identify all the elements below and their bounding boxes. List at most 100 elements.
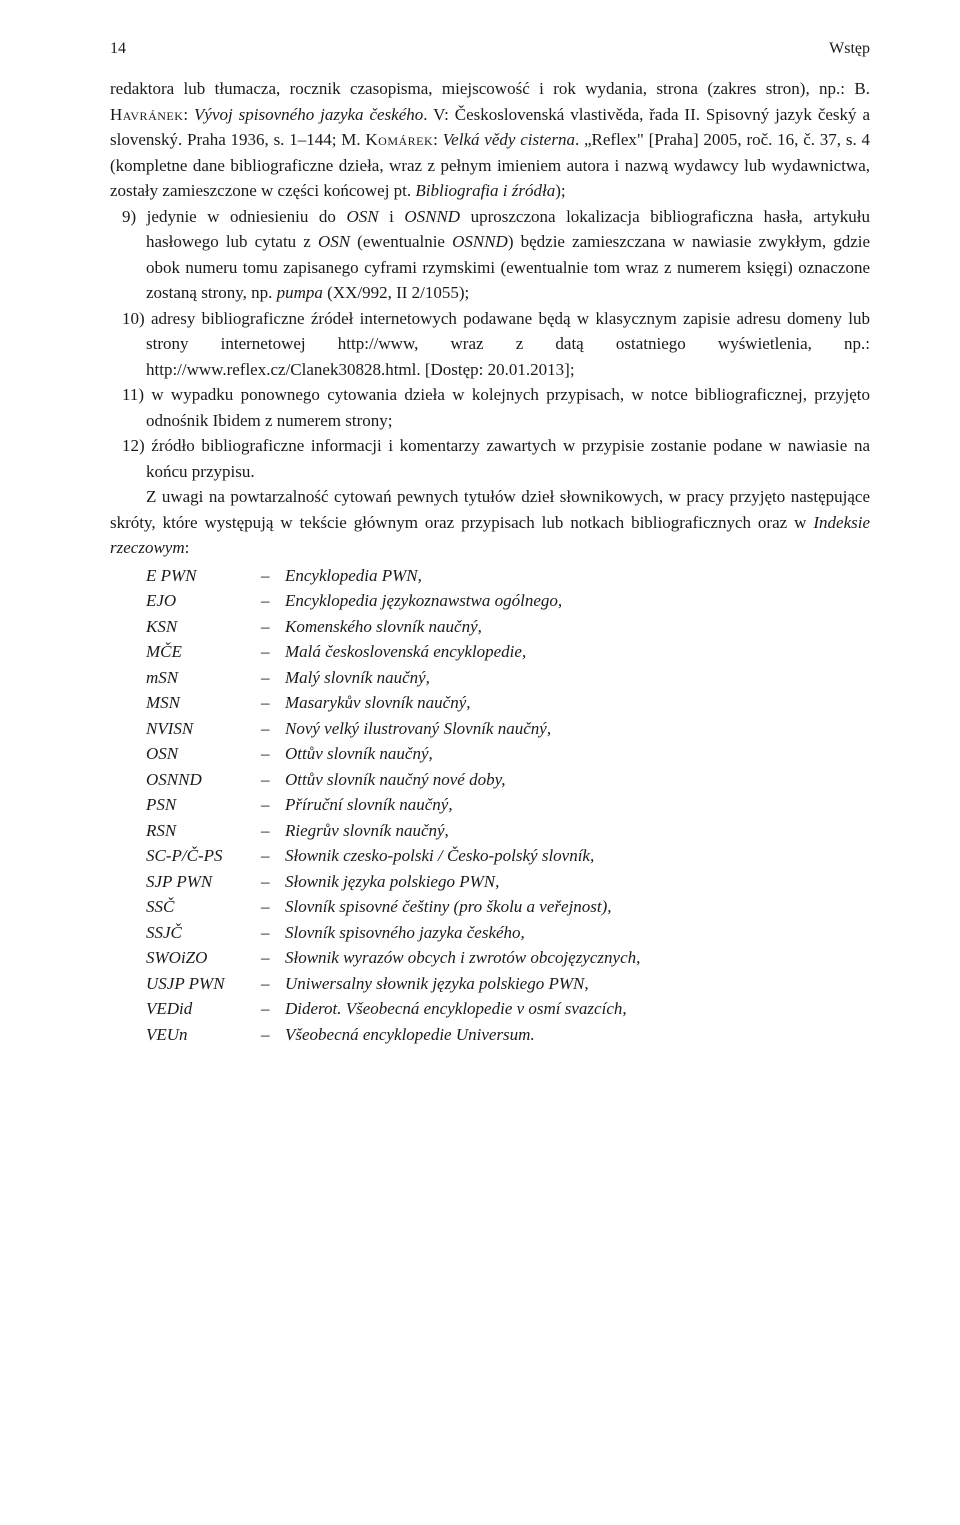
abbrev-value: Malá československá encyklopedie, [285,639,870,665]
text: (XX/992, II 2/1055); [323,283,469,302]
abbrev-key: SJP PWN [146,869,261,895]
abbrev-value: Słownik wyrazów obcych i zwrotów obcojęz… [285,945,870,971]
continuation-paragraph: Z uwagi na powtarzalność cytowań pewnych… [110,484,870,561]
abbrev-dash: – [261,741,285,767]
list-item-11: 11) w wypadku ponownego cytowania dzieła… [110,382,870,433]
abbrev-row: OSN–Ottův slovník naučný, [146,741,870,767]
abbrev-dash: – [261,639,285,665]
author-name: Komárek [365,130,433,149]
work-title: Velká vědy cisterna [443,130,575,149]
author-name: Havránek [110,105,183,124]
abbrev-value: Słownik czesko-polski / Česko-polský slo… [285,843,870,869]
abbrev-row: SSČ–Slovník spisovné češtiny (pro školu … [146,894,870,920]
abbrev-value: Malý slovník naučný, [285,665,870,691]
term: pumpa [277,283,323,302]
abbrev-dash: – [261,818,285,844]
abbrev-value: Encyklopedia językoznawstwa ogólnego, [285,588,870,614]
text: i [379,207,405,226]
abbrev-dash: – [261,767,285,793]
abbrev-dash: – [261,588,285,614]
abbrev-row: RSN–Riegrův slovník naučný, [146,818,870,844]
abbrev-value: Komenského slovník naučný, [285,614,870,640]
abbrev-dash: – [261,665,285,691]
abbrev-value: Diderot. Všeobecná encyklopedie v osmí s… [285,996,870,1022]
abbrev-row: SWOiZO–Słownik wyrazów obcych i zwrotów … [146,945,870,971]
text: : [433,130,443,149]
abbrev-dash: – [261,996,285,1022]
abbrev-row: SSJČ–Slovník spisovného jazyka českého, [146,920,870,946]
abbrev-row: OSNND–Ottův slovník naučný nové doby, [146,767,870,793]
abbrev-key: USJP PWN [146,971,261,997]
abbrev-row: EJO–Encyklopedia językoznawstwa ogólnego… [146,588,870,614]
text: 9) jedynie w odniesieniu do [122,207,346,226]
abbrev-key: OSN [146,741,261,767]
abbrev-key: VEDid [146,996,261,1022]
abbrev-value: Ottův slovník naučný nové doby, [285,767,870,793]
page-number: 14 [110,40,126,58]
abbrev-key: MČE [146,639,261,665]
abbrev-dash: – [261,563,285,589]
abbrev-row: PSN–Příruční slovník naučný, [146,792,870,818]
abbrev-dash: – [261,792,285,818]
abbrev-key: MSN [146,690,261,716]
page-header: 14 Wstęp [110,40,870,58]
abbrev-value: Riegrův slovník naučný, [285,818,870,844]
abbrev-dash: – [261,945,285,971]
abbrev-ref: OSN [346,207,378,226]
abbrev-value: Slovník spisovné češtiny (pro školu a ve… [285,894,870,920]
abbrev-ref: OSNND [404,207,460,226]
abbrev-key: E PWN [146,563,261,589]
abbrev-value: Všeobecná encyklopedie Universum. [285,1022,870,1048]
abbrev-key: mSN [146,665,261,691]
abbrev-row: SJP PWN–Słownik języka polskiego PWN, [146,869,870,895]
abbrev-key: SSČ [146,894,261,920]
abbrev-key: VEUn [146,1022,261,1048]
abbrev-dash: – [261,843,285,869]
abbrev-dash: – [261,869,285,895]
abbrev-dash: – [261,690,285,716]
section-title: Wstęp [829,40,870,58]
abbrev-key: SWOiZO [146,945,261,971]
abbrev-dash: – [261,971,285,997]
abbrev-value: Nový velký ilustrovaný Slovník naučný, [285,716,870,742]
abbrev-row: MČE–Malá československá encyklopedie, [146,639,870,665]
text: Z uwagi na powtarzalność cytowań pewnych… [110,487,870,532]
abbrev-key: SSJČ [146,920,261,946]
abbrev-key: RSN [146,818,261,844]
abbrev-key: EJO [146,588,261,614]
text: redaktora lub tłumacza, rocznik czasopis… [110,79,870,98]
abbrev-value: Uniwersalny słownik języka polskiego PWN… [285,971,870,997]
abbrev-row: KSN–Komenského slovník naučný, [146,614,870,640]
abbrev-key: SC-P/Č-PS [146,843,261,869]
abbrev-row: E PWN–Encyklopedia PWN, [146,563,870,589]
work-title: Vývoj spisovného jazyka českého [194,105,423,124]
text: : [183,105,194,124]
document-page: 14 Wstęp redaktora lub tłumacza, rocznik… [0,0,960,1097]
abbrev-dash: – [261,614,285,640]
abbrev-value: Příruční slovník naučný, [285,792,870,818]
abbrev-value: Encyklopedia PWN, [285,563,870,589]
abbrev-row: VEDid–Diderot. Všeobecná encyklopedie v … [146,996,870,1022]
abbrev-key: KSN [146,614,261,640]
abbrev-dash: – [261,1022,285,1048]
abbrev-value: Ottův slovník naučný, [285,741,870,767]
abbrev-row: VEUn–Všeobecná encyklopedie Universum. [146,1022,870,1048]
intro-paragraph: redaktora lub tłumacza, rocznik czasopis… [110,76,870,204]
abbrev-row: NVISN–Nový velký ilustrovaný Slovník nau… [146,716,870,742]
abbrev-value: Słownik języka polskiego PWN, [285,869,870,895]
text: : [185,538,190,557]
text: (ewentualnie [350,232,452,251]
abbrev-row: SC-P/Č-PS–Słownik czesko-polski / Česko-… [146,843,870,869]
abbrev-ref: OSNND [452,232,508,251]
abbrev-value: Masarykův slovník naučný, [285,690,870,716]
list-item-9: 9) jedynie w odniesieniu do OSN i OSNND … [110,204,870,306]
abbreviation-table: E PWN–Encyklopedia PWN,EJO–Encyklopedia … [110,563,870,1048]
abbrev-row: MSN–Masarykův slovník naučný, [146,690,870,716]
abbrev-dash: – [261,894,285,920]
abbrev-row: mSN–Malý slovník naučný, [146,665,870,691]
abbrev-row: USJP PWN–Uniwersalny słownik języka pols… [146,971,870,997]
work-title: Bibliografia i źródła [415,181,555,200]
list-item-12: 12) źródło bibliograficzne informacji i … [110,433,870,484]
text: ); [555,181,565,200]
abbrev-key: PSN [146,792,261,818]
